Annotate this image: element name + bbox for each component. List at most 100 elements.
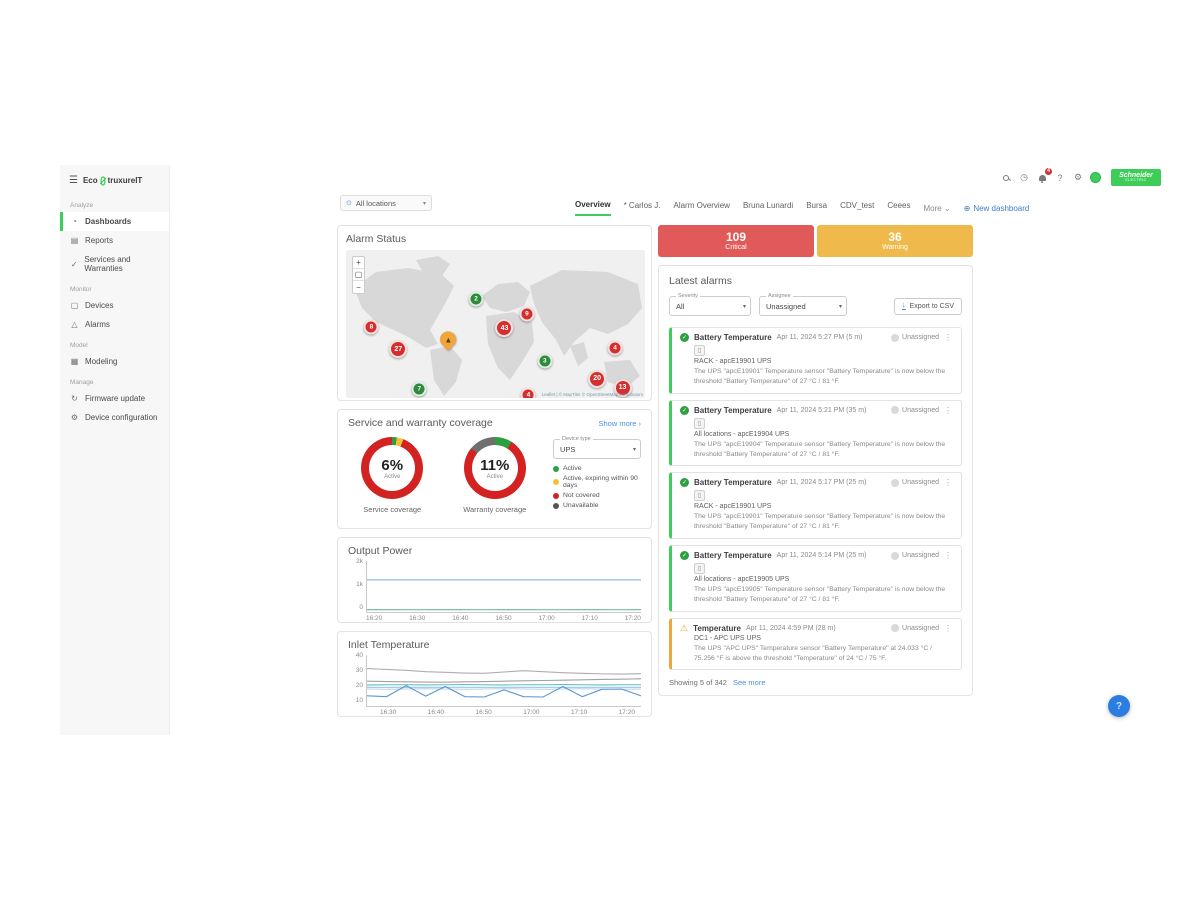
coverage-show-more-link[interactable]: Show more › bbox=[598, 418, 641, 428]
alarm-list-item[interactable]: ✓ Battery Temperature Apr 11, 2024 5:14 PM… bbox=[669, 545, 962, 612]
kebab-menu-icon[interactable]: ⋮ bbox=[944, 333, 952, 342]
map-alarm-marker[interactable]: 9 bbox=[519, 306, 535, 322]
chevron-down-icon: ▾ bbox=[742, 303, 746, 310]
sidebar-item-device-configuration[interactable]: ⚙ Device configuration bbox=[60, 408, 169, 427]
alarm-description: The UPS "APC UPS" Temperature sensor "Ba… bbox=[694, 644, 933, 662]
severity-value: All bbox=[676, 301, 685, 311]
alarm-title: Battery Temperature bbox=[694, 405, 772, 415]
user-avatar[interactable] bbox=[1090, 172, 1101, 183]
left-column: Alarm Status + ▢ − 2 bbox=[337, 225, 652, 725]
kebab-menu-icon[interactable]: ⋮ bbox=[944, 551, 952, 561]
alarm-status-map[interactable]: + ▢ − 2 9 43 8 27 ▲ 3 4 20 13 7 4 Leaflet | © MapTi… bbox=[346, 250, 645, 398]
kebab-menu-icon[interactable]: ⋮ bbox=[944, 405, 952, 415]
alarm-assignee: Unassigned bbox=[891, 478, 939, 487]
tab-alarm-overview[interactable]: Alarm Overview bbox=[673, 201, 730, 210]
services-icon: ✓ bbox=[70, 259, 78, 269]
assignee-label: Unassigned bbox=[902, 624, 939, 632]
sidebar-item-alarms[interactable]: △ Alarms bbox=[60, 315, 169, 334]
sidebar-section-label: Model bbox=[70, 342, 88, 349]
sidebar-item-services-and-warranties[interactable]: ✓ Services and Warranties bbox=[60, 250, 169, 278]
sidebar-item-dashboards[interactable]: ◔ Dashboards bbox=[60, 212, 169, 231]
map-alarm-marker[interactable]: 43 bbox=[495, 319, 514, 338]
new-dashboard-button[interactable]: ⊕ New dashboard bbox=[964, 204, 1030, 213]
tab-overview[interactable]: Overview bbox=[575, 200, 611, 216]
map-alarm-marker[interactable]: 4 bbox=[607, 340, 623, 356]
tab--carlos-j-[interactable]: * Carlos J. bbox=[623, 201, 661, 210]
alarm-title: Battery Temperature bbox=[694, 551, 772, 561]
map-zoom-in-button[interactable]: + bbox=[353, 257, 364, 269]
map-zoom-out-button[interactable]: − bbox=[356, 282, 361, 292]
severity-select[interactable]: Severity All ▾ bbox=[669, 293, 751, 316]
inlet-temperature-chart: 40 30 20 10 16:30 16:40 16:50 17:00 17:10 17:20 bbox=[348, 652, 641, 717]
assignee-select[interactable]: Assignee Unassigned ▾ bbox=[759, 293, 847, 316]
alarm-status-card: Alarm Status + ▢ − 2 bbox=[337, 225, 652, 401]
legend-color-dot bbox=[553, 465, 559, 472]
tab-ceees[interactable]: Ceees bbox=[887, 201, 911, 210]
tab-bruna-lunardi[interactable]: Bruna Lunardi bbox=[742, 201, 794, 210]
alarm-location: RACK - apcE19901 UPS bbox=[694, 503, 772, 511]
kebab-menu-icon[interactable]: ⋮ bbox=[944, 478, 952, 488]
y-tick-label: 40 bbox=[355, 652, 363, 659]
alarm-list-item[interactable]: ✓ Battery Temperature Apr 11, 2024 5:17 PM… bbox=[669, 472, 962, 540]
check-circle-icon: ✓ bbox=[680, 405, 689, 415]
tab-bursa[interactable]: Bursa bbox=[806, 201, 828, 210]
search-icon[interactable] bbox=[1000, 172, 1012, 184]
notifications-icon[interactable]: 4 bbox=[1036, 167, 1052, 184]
map-alarm-marker[interactable]: 7 bbox=[411, 381, 427, 397]
alarm-list-item[interactable]: ✓ Battery Temperature Apr 11, 2024 5:27 PM… bbox=[669, 327, 962, 394]
right-column: 109 Critical 36 Warning Latest alarms Se… bbox=[658, 225, 973, 697]
map-alarm-marker[interactable]: 20 bbox=[588, 369, 607, 388]
x-axis-labels: 16:20 16:30 16:40 16:50 17:00 17:10 17:20 bbox=[366, 613, 641, 623]
warning-label: Warning bbox=[882, 244, 908, 251]
alarm-list-item[interactable]: ✓ Battery Temperature Apr 11, 2024 5:21 PM… bbox=[669, 399, 962, 467]
history-icon[interactable]: ◷ bbox=[1020, 172, 1028, 182]
firmware-update-icon: ↻ bbox=[71, 394, 78, 403]
tab-cdv-test[interactable]: CDV_test bbox=[840, 201, 875, 210]
legend-label: Active, expiring within 90 days bbox=[563, 475, 638, 489]
critical-alarms-card[interactable]: 109 Critical bbox=[658, 225, 814, 257]
settings-icon[interactable]: ⚙ bbox=[1073, 172, 1083, 182]
warning-alarms-card[interactable]: 36 Warning bbox=[817, 225, 973, 257]
map-alarm-marker[interactable]: 2 bbox=[468, 291, 484, 307]
alarm-assignee: Unassigned bbox=[891, 406, 939, 415]
sidebar-item-firmware-update[interactable]: ↻ Firmware update bbox=[60, 389, 169, 408]
export-to-csv-button[interactable]: ↓ Export to CSV bbox=[893, 297, 962, 315]
help-icon[interactable]: ? bbox=[1057, 172, 1063, 183]
sidebar-item-devices[interactable]: ▢ Devices bbox=[60, 296, 169, 315]
kebab-menu-icon[interactable]: ⋮ bbox=[944, 623, 952, 633]
map-alarm-marker[interactable]: 4 bbox=[520, 387, 536, 398]
map-fit-button[interactable]: ▢ bbox=[353, 270, 364, 281]
sidebar-section-label: Analyze bbox=[70, 202, 94, 209]
location-filter[interactable]: ⊙ All locations ▾ bbox=[340, 195, 432, 211]
check-circle-icon: ✓ bbox=[680, 478, 689, 488]
dashboards-icon: ◔ bbox=[72, 217, 77, 226]
map-alarm-marker[interactable]: 27 bbox=[389, 340, 408, 359]
critical-count: 109 bbox=[725, 229, 747, 244]
x-tick-label: 17:20 bbox=[618, 709, 635, 716]
world-map bbox=[346, 250, 645, 398]
alarm-location: All locations - apcE19904 UPS bbox=[694, 430, 790, 438]
see-more-link[interactable]: See more bbox=[732, 678, 766, 688]
check-circle-icon: ✓ bbox=[680, 333, 689, 342]
latest-alarms-title: Latest alarms bbox=[669, 275, 733, 287]
service-coverage-label: Service coverage bbox=[363, 505, 422, 514]
map-controls: + ▢ − bbox=[352, 256, 365, 294]
alarm-timestamp: Apr 11, 2024 5:27 PM (5 m) bbox=[776, 334, 863, 341]
alarm-description: The UPS "apcE19901" Temperature sensor "… bbox=[694, 368, 946, 385]
help-fab-button[interactable]: ? bbox=[1108, 695, 1130, 717]
sidebar-item-label: Device configuration bbox=[85, 413, 158, 422]
map-alarm-marker[interactable]: 8 bbox=[363, 319, 379, 335]
device-type-select[interactable]: Device type UPS ▾ bbox=[553, 436, 641, 459]
y-tick-label: 1k bbox=[356, 580, 363, 588]
tabs-more-menu[interactable]: More ⌄ bbox=[923, 203, 951, 213]
alarm-list-item[interactable]: ⚠ Temperature Apr 11, 2024 4:59 PM (28 m) U… bbox=[669, 617, 962, 671]
sidebar-section-label: Manage bbox=[70, 379, 94, 386]
location-pin-icon: ⊙ bbox=[346, 200, 352, 207]
sidebar-item-modeling[interactable]: ▦ Modeling bbox=[60, 352, 169, 371]
latest-alarms-card: Latest alarms Severity All ▾ Assignee Un… bbox=[658, 265, 973, 697]
map-alarm-marker[interactable]: 13 bbox=[613, 378, 632, 397]
menu-icon[interactable]: ☰ bbox=[69, 175, 78, 186]
x-tick-label: 16:20 bbox=[366, 615, 383, 622]
map-alarm-marker[interactable]: 3 bbox=[537, 353, 553, 369]
sidebar-item-reports[interactable]: ▤ Reports bbox=[60, 231, 169, 250]
